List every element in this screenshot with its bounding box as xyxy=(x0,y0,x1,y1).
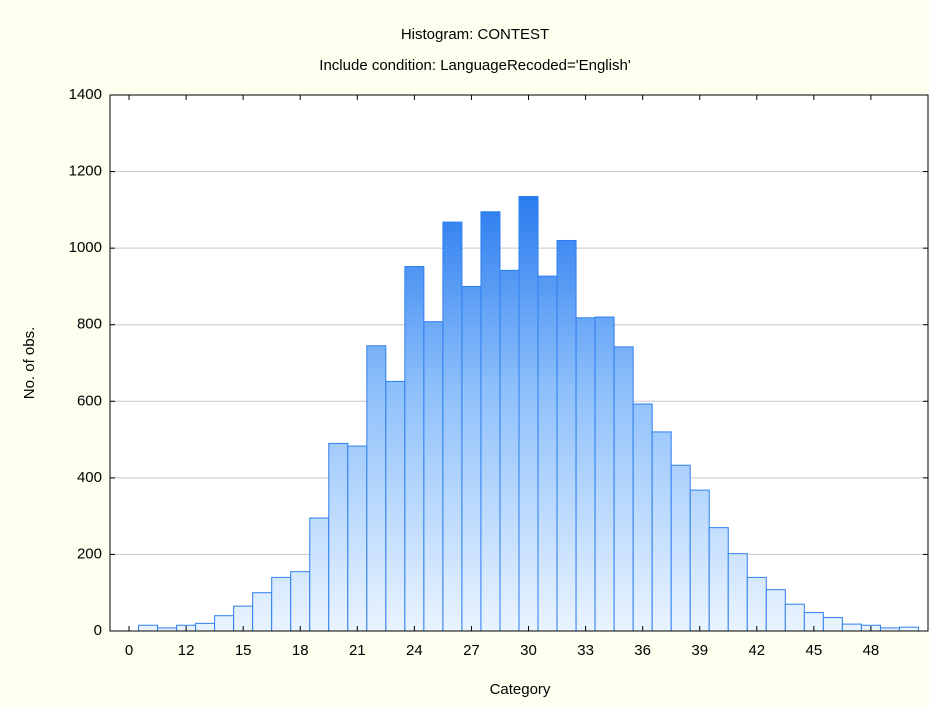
chart-title: Histogram: CONTEST xyxy=(401,26,549,43)
bar xyxy=(822,617,843,632)
bar xyxy=(404,266,425,632)
x-axis-label: Category xyxy=(490,681,551,698)
chart-subtitle: Include condition: LanguageRecoded='Engl… xyxy=(319,57,631,74)
bar xyxy=(898,626,919,632)
bar xyxy=(537,275,558,632)
x-tick-label: 42 xyxy=(748,642,765,659)
bar xyxy=(442,221,463,632)
y-tick-label: 800 xyxy=(77,316,102,333)
bar xyxy=(290,571,311,632)
bar xyxy=(556,239,577,632)
bar xyxy=(271,576,292,632)
bar xyxy=(575,317,596,632)
bar xyxy=(366,345,387,632)
bar xyxy=(480,211,501,632)
bar xyxy=(727,553,748,632)
bar xyxy=(765,589,786,632)
bar xyxy=(841,623,862,632)
x-tick-label: 27 xyxy=(463,642,480,659)
y-tick-label: 1000 xyxy=(69,239,102,256)
bar xyxy=(461,285,482,632)
x-tick-label: 30 xyxy=(520,642,537,659)
bar xyxy=(632,403,653,632)
x-tick-label: 12 xyxy=(178,642,195,659)
bar xyxy=(385,380,406,632)
bar xyxy=(670,464,691,632)
bar xyxy=(499,269,520,632)
bar xyxy=(613,346,634,632)
y-tick-label: 1400 xyxy=(69,86,102,103)
y-tick-label: 600 xyxy=(77,392,102,409)
bar xyxy=(309,517,330,632)
y-tick-label: 400 xyxy=(77,469,102,486)
bar xyxy=(138,624,159,632)
bar xyxy=(651,431,672,632)
bar xyxy=(746,576,767,632)
x-tick-label: 15 xyxy=(235,642,252,659)
y-tick-label: 0 xyxy=(94,622,102,639)
x-tick-label: 39 xyxy=(691,642,708,659)
bar xyxy=(689,489,710,632)
bar xyxy=(423,321,444,632)
bar xyxy=(328,442,349,632)
bar xyxy=(708,527,729,632)
y-axis-label: No. of obs. xyxy=(21,327,38,400)
y-tick-label: 200 xyxy=(77,545,102,562)
x-tick-label: 33 xyxy=(577,642,594,659)
x-tick-label: 0 xyxy=(125,642,133,659)
bar xyxy=(252,592,273,632)
x-tick-label: 45 xyxy=(806,642,823,659)
y-tick-label: 1200 xyxy=(69,163,102,180)
x-tick-label: 21 xyxy=(349,642,366,659)
bar xyxy=(195,622,216,632)
bar xyxy=(594,316,615,632)
bar xyxy=(784,603,805,632)
x-tick-label: 24 xyxy=(406,642,423,659)
plot-border xyxy=(109,94,929,632)
bar xyxy=(518,195,539,632)
bar xyxy=(347,445,368,632)
x-tick-label: 48 xyxy=(863,642,880,659)
x-tick-label: 18 xyxy=(292,642,309,659)
bar xyxy=(214,615,235,632)
x-tick-label: 36 xyxy=(634,642,651,659)
